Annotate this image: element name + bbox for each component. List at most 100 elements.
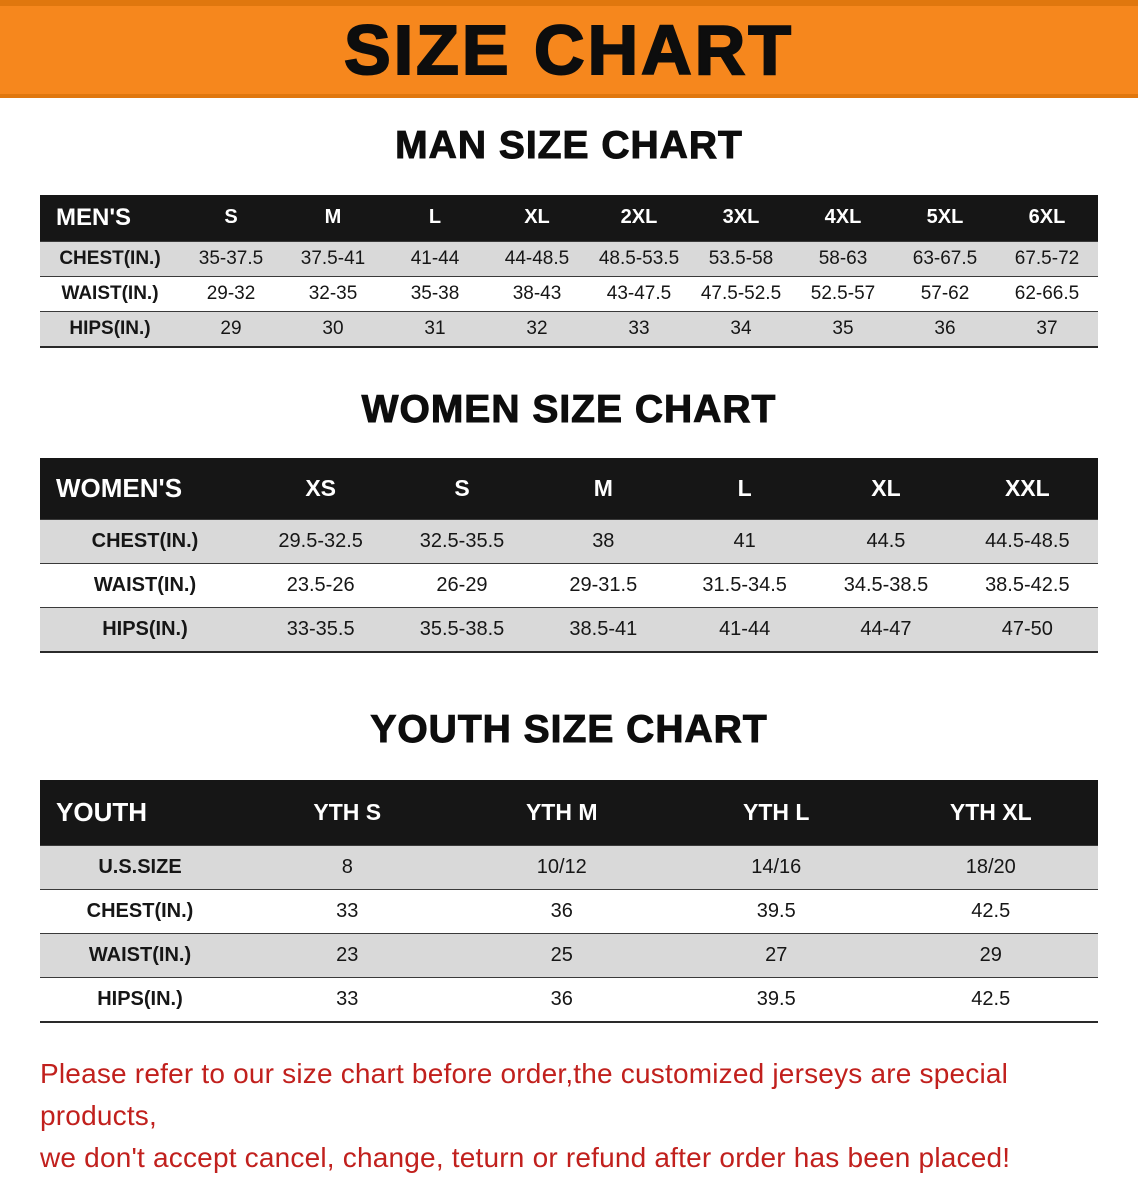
youth-size-table-slot: YOUTH YTH S YTH M YTH L YTH XL U.S.SIZE 8 10/12… [0, 779, 1138, 1023]
table-cell: 47-50 [956, 606, 1098, 652]
table-corner-label: YOUTH [40, 779, 240, 846]
table-header-row: YOUTH YTH S YTH M YTH L YTH XL [40, 779, 1098, 846]
table-row: CHEST(IN.) 35-37.5 37.5-41 41-44 44-48.5 48.5… [40, 240, 1098, 277]
table-cell: 44.5-48.5 [956, 518, 1098, 564]
table-cell: 32 [486, 310, 588, 347]
table-cell: 42.5 [883, 976, 1098, 1022]
table-cell: 31 [384, 310, 486, 347]
disclaimer-note: Please refer to our size chart before or… [40, 1053, 1098, 1179]
table-cell: 39.5 [669, 888, 884, 934]
table-cell: 63-67.5 [894, 240, 996, 277]
women-size-table: WOMEN'S XS S M L XL XXL CHEST(IN.) 29.5-32.5 32.5… [40, 457, 1098, 653]
table-cell: 29 [883, 932, 1098, 978]
table-cell: 48.5-53.5 [588, 240, 690, 277]
table-column-header: L [384, 194, 486, 242]
table-cell: 29 [180, 310, 282, 347]
table-cell: 62-66.5 [996, 275, 1098, 312]
table-cell: 44-48.5 [486, 240, 588, 277]
table-row: CHEST(IN.) 29.5-32.5 32.5-35.5 38 41 44.5 44.5… [40, 518, 1098, 564]
table-cell: 32-35 [282, 275, 384, 312]
table-column-header: 2XL [588, 194, 690, 242]
table-column-header: 6XL [996, 194, 1098, 242]
table-cell: 52.5-57 [792, 275, 894, 312]
table-cell: 38.5-42.5 [956, 562, 1098, 608]
table-cell: 47.5-52.5 [690, 275, 792, 312]
row-label: WAIST(IN.) [40, 562, 250, 608]
table-row: WAIST(IN.) 29-32 32-35 35-38 38-43 43-47.5 47.… [40, 275, 1098, 312]
table-cell: 31.5-34.5 [673, 562, 816, 608]
table-cell: 57-62 [894, 275, 996, 312]
table-cell: 10/12 [454, 844, 669, 890]
table-cell: 25 [454, 932, 669, 978]
table-column-header: YTH M [454, 779, 669, 846]
table-corner-label: MEN'S [40, 194, 180, 242]
table-column-header: S [391, 457, 533, 520]
row-label: HIPS(IN.) [40, 976, 240, 1022]
table-cell: 41-44 [384, 240, 486, 277]
disclaimer-line-2: we don't accept cancel, change, teturn o… [40, 1141, 1011, 1173]
table-cell: 29-32 [180, 275, 282, 312]
table-cell: 33 [588, 310, 690, 347]
table-cell: 44.5 [815, 518, 957, 564]
banner-title: SIZE CHART [343, 11, 794, 89]
table-cell: 35-37.5 [180, 240, 282, 277]
men-size-table: MEN'S S M L XL 2XL 3XL 4XL 5XL 6XL CHEST(IN.) 35-37… [40, 194, 1098, 348]
table-cell: 27 [669, 932, 884, 978]
table-column-header: M [282, 194, 384, 242]
table-cell: 36 [454, 976, 669, 1022]
row-label: HIPS(IN.) [40, 310, 180, 347]
size-chart-banner: SIZE CHART [0, 0, 1138, 98]
row-label: WAIST(IN.) [40, 275, 180, 312]
table-column-header: M [532, 457, 674, 520]
table-cell: 39.5 [669, 976, 884, 1022]
table-row: WAIST(IN.) 23.5-26 26-29 29-31.5 31.5-34.5 34… [40, 562, 1098, 608]
table-row: HIPS(IN.) 33-35.5 35.5-38.5 38.5-41 41-44 44-… [40, 606, 1098, 652]
table-row: HIPS(IN.) 29 30 31 32 33 34 35 36 37 [40, 310, 1098, 347]
table-cell: 58-63 [792, 240, 894, 277]
table-cell: 42.5 [883, 888, 1098, 934]
table-cell: 33-35.5 [250, 606, 392, 652]
table-column-header: YTH L [669, 779, 884, 846]
table-cell: 38.5-41 [532, 606, 674, 652]
table-cell: 41 [673, 518, 816, 564]
table-cell: 53.5-58 [690, 240, 792, 277]
table-cell: 43-47.5 [588, 275, 690, 312]
table-cell: 26-29 [391, 562, 533, 608]
table-column-header: XS [250, 457, 392, 520]
section-men: MAN SIZE CHART MEN'S S M L XL 2XL 3XL 4XL 5XL 6XL… [0, 124, 1138, 348]
table-row: WAIST(IN.) 23 25 27 29 [40, 932, 1098, 978]
row-label: CHEST(IN.) [40, 888, 240, 934]
table-cell: 14/16 [669, 844, 884, 890]
row-label: HIPS(IN.) [40, 606, 250, 652]
table-column-header: 4XL [792, 194, 894, 242]
table-cell: 44-47 [815, 606, 957, 652]
table-column-header: XXL [956, 457, 1098, 520]
table-cell: 36 [894, 310, 996, 347]
table-cell: 35-38 [384, 275, 486, 312]
women-section-heading: WOMEN SIZE CHART [361, 387, 777, 431]
table-cell: 67.5-72 [996, 240, 1098, 277]
row-label: U.S.SIZE [40, 844, 240, 890]
row-label: CHEST(IN.) [40, 240, 180, 277]
table-cell: 37 [996, 310, 1098, 347]
table-cell: 37.5-41 [282, 240, 384, 277]
youth-section-heading: YOUTH SIZE CHART [370, 707, 768, 751]
table-column-header: S [180, 194, 282, 242]
table-corner-label: WOMEN'S [40, 457, 250, 520]
row-label: WAIST(IN.) [40, 932, 240, 978]
table-column-header: YTH XL [883, 779, 1098, 846]
men-section-heading: MAN SIZE CHART [395, 124, 743, 168]
table-cell: 38 [532, 518, 674, 564]
youth-size-table: YOUTH YTH S YTH M YTH L YTH XL U.S.SIZE 8 10/12… [40, 779, 1098, 1023]
table-cell: 33 [240, 976, 455, 1022]
table-row: HIPS(IN.) 33 36 39.5 42.5 [40, 976, 1098, 1022]
table-cell: 34.5-38.5 [815, 562, 957, 608]
table-cell: 18/20 [883, 844, 1098, 890]
table-cell: 33 [240, 888, 455, 934]
table-column-header: XL [815, 457, 957, 520]
table-header-row: MEN'S S M L XL 2XL 3XL 4XL 5XL 6XL [40, 194, 1098, 242]
men-size-table-slot: MEN'S S M L XL 2XL 3XL 4XL 5XL 6XL CHEST(IN.) 35-37… [0, 194, 1138, 348]
row-label: CHEST(IN.) [40, 518, 250, 564]
table-cell: 29.5-32.5 [250, 518, 392, 564]
table-cell: 23 [240, 932, 455, 978]
